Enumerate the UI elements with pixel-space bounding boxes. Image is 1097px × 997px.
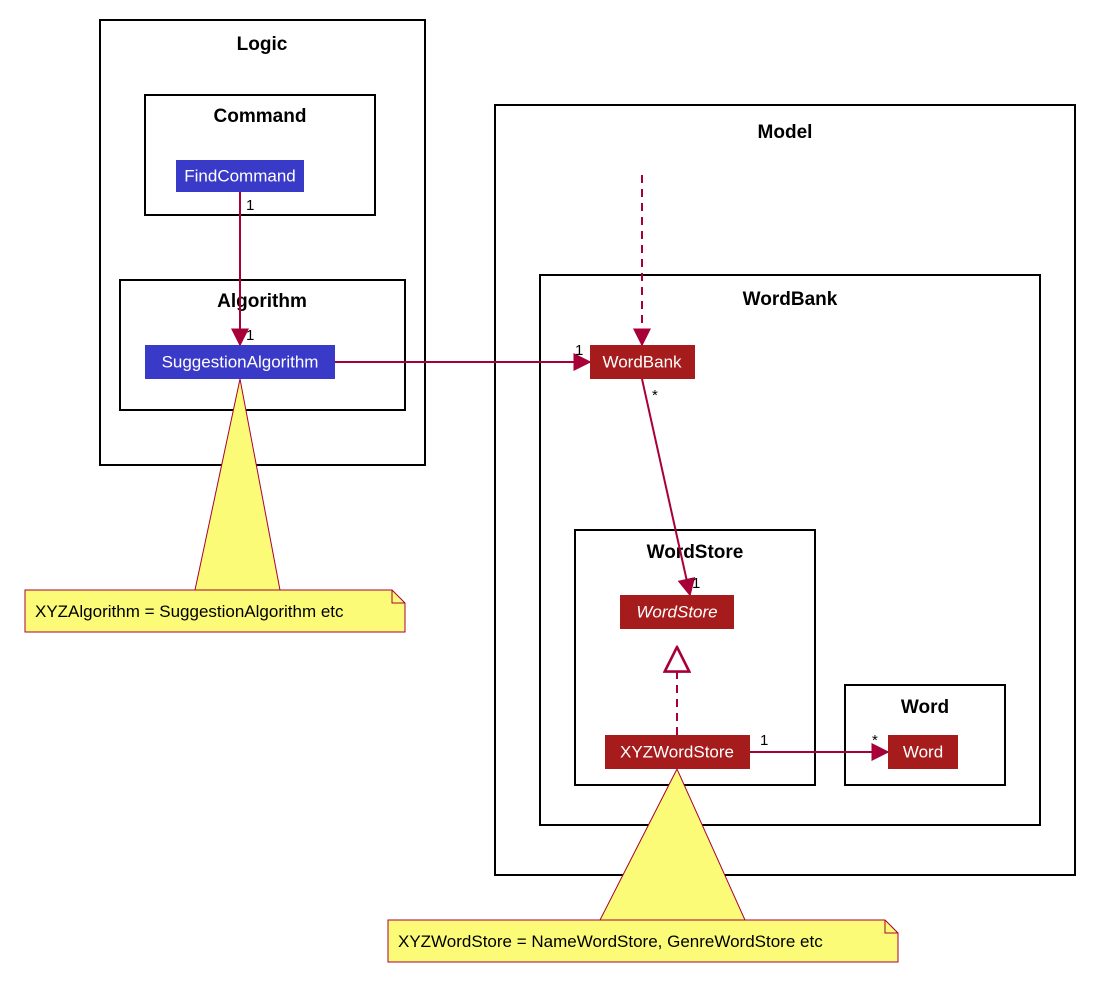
mult-1b: 1	[246, 327, 254, 344]
class-findcommand-label: FindCommand	[184, 166, 296, 185]
package-logic: Logic Command Algorithm	[100, 20, 425, 465]
package-model-label: Model	[758, 122, 813, 143]
uml-diagram: Logic Command Algorithm Model WordBank W…	[0, 0, 1097, 997]
class-wordstore: WordStore	[620, 595, 734, 629]
mult-2: 1	[575, 342, 583, 359]
mult-3a: *	[652, 387, 658, 404]
edges: 1 1 1 * 1 1 *	[240, 175, 888, 752]
package-wordbank-label: WordBank	[743, 289, 838, 310]
package-algorithm-label: Algorithm	[217, 291, 307, 312]
class-wordstore-label: WordStore	[636, 602, 717, 621]
class-suggestionalgorithm: SuggestionAlgorithm	[145, 345, 335, 379]
class-xyzwordstore: XYZWordStore	[605, 735, 750, 769]
mult-4a: 1	[760, 732, 768, 749]
class-findcommand: FindCommand	[176, 160, 304, 192]
class-word: Word	[888, 735, 958, 769]
mult-3b: 1	[692, 575, 700, 592]
note-algorithm-text: XYZAlgorithm = SuggestionAlgorithm etc	[35, 602, 344, 621]
note-algorithm: XYZAlgorithm = SuggestionAlgorithm etc	[25, 590, 405, 632]
note-wordstore: XYZWordStore = NameWordStore, GenreWordS…	[388, 920, 898, 962]
note-tail-wordstore	[600, 769, 745, 920]
package-word-label: Word	[901, 697, 949, 718]
package-command-label: Command	[214, 106, 307, 127]
package-logic-label: Logic	[237, 34, 288, 55]
class-xyzwordstore-label: XYZWordStore	[620, 742, 734, 761]
package-wordstore-label: WordStore	[647, 542, 744, 563]
mult-4b: *	[872, 732, 878, 749]
class-suggestionalgorithm-label: SuggestionAlgorithm	[162, 352, 319, 371]
package-model: Model WordBank WordStore Word	[495, 105, 1075, 875]
mult-1a: 1	[246, 197, 254, 214]
note-wordstore-text: XYZWordStore = NameWordStore, GenreWordS…	[398, 932, 823, 951]
class-word-label: Word	[903, 742, 943, 761]
package-command: Command	[145, 95, 375, 215]
class-wordbank: WordBank	[590, 345, 695, 379]
class-wordbank-label: WordBank	[602, 352, 682, 371]
